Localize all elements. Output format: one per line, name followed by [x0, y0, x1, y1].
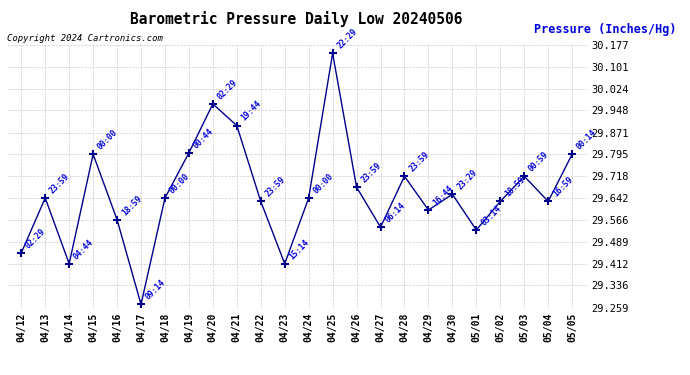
Text: 00:00: 00:00 [168, 172, 191, 195]
Text: 00:00: 00:00 [96, 128, 119, 152]
Text: 00:14: 00:14 [575, 128, 598, 152]
Text: 09:14: 09:14 [144, 278, 168, 302]
Text: 00:00: 00:00 [311, 172, 335, 195]
Text: 00:59: 00:59 [527, 150, 551, 174]
Text: 02:29: 02:29 [24, 226, 48, 250]
Text: 19:44: 19:44 [239, 99, 263, 123]
Text: 23:29: 23:29 [455, 168, 479, 192]
Text: Copyright 2024 Cartronics.com: Copyright 2024 Cartronics.com [7, 34, 163, 43]
Text: 00:44: 00:44 [192, 126, 215, 150]
Text: 15:14: 15:14 [288, 237, 311, 261]
Text: 16:59: 16:59 [551, 175, 575, 199]
Text: Barometric Pressure Daily Low 20240506: Barometric Pressure Daily Low 20240506 [130, 11, 463, 27]
Text: 16:44: 16:44 [431, 184, 455, 207]
Text: 04:44: 04:44 [72, 237, 95, 261]
Text: 02:29: 02:29 [216, 78, 239, 101]
Text: 18:59: 18:59 [503, 175, 526, 199]
Text: 23:59: 23:59 [407, 150, 431, 174]
Text: Pressure (Inches/Hg): Pressure (Inches/Hg) [533, 22, 676, 36]
Text: 23:59: 23:59 [48, 172, 72, 195]
Text: 22:29: 22:29 [335, 27, 359, 51]
Text: 23:59: 23:59 [264, 175, 287, 199]
Text: 06:14: 06:14 [384, 201, 407, 224]
Text: 18:59: 18:59 [120, 194, 144, 217]
Text: 03:14: 03:14 [479, 204, 503, 227]
Text: 23:59: 23:59 [359, 161, 383, 184]
